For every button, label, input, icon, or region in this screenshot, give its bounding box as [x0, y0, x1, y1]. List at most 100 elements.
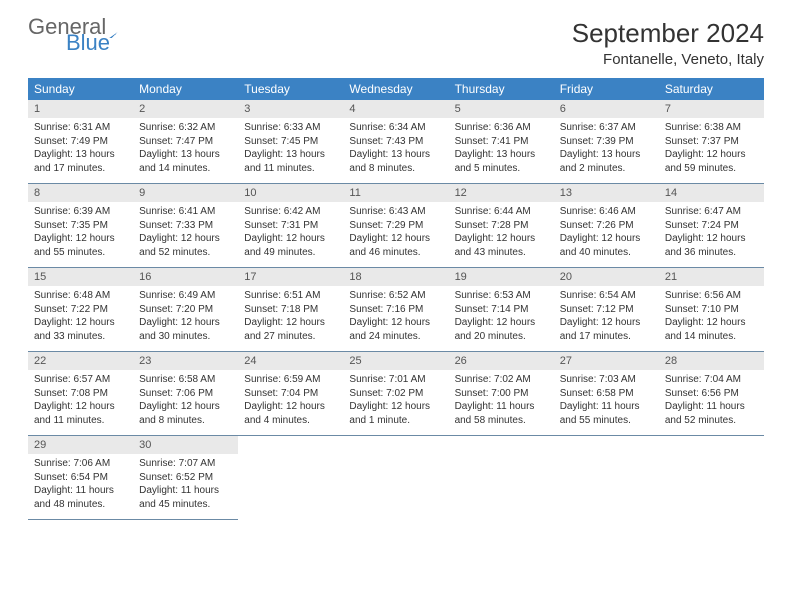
day-details: Sunrise: 6:38 AMSunset: 7:37 PMDaylight:…: [659, 118, 764, 183]
day-details: Sunrise: 6:31 AMSunset: 7:49 PMDaylight:…: [28, 118, 133, 183]
day-details: Sunrise: 6:32 AMSunset: 7:47 PMDaylight:…: [133, 118, 238, 183]
day-details: Sunrise: 6:36 AMSunset: 7:41 PMDaylight:…: [449, 118, 554, 183]
day-number: 3: [238, 100, 343, 118]
calendar-cell: 1Sunrise: 6:31 AMSunset: 7:49 PMDaylight…: [28, 100, 133, 184]
day-details: Sunrise: 6:33 AMSunset: 7:45 PMDaylight:…: [238, 118, 343, 183]
day-details: Sunrise: 7:07 AMSunset: 6:52 PMDaylight:…: [133, 454, 238, 519]
day-details: Sunrise: 6:34 AMSunset: 7:43 PMDaylight:…: [343, 118, 448, 183]
day-details: Sunrise: 7:03 AMSunset: 6:58 PMDaylight:…: [554, 370, 659, 435]
calendar-cell: 12Sunrise: 6:44 AMSunset: 7:28 PMDayligh…: [449, 184, 554, 268]
title-block: September 2024 Fontanelle, Veneto, Italy: [572, 18, 764, 68]
calendar-cell: 23Sunrise: 6:58 AMSunset: 7:06 PMDayligh…: [133, 352, 238, 436]
calendar-cell: 13Sunrise: 6:46 AMSunset: 7:26 PMDayligh…: [554, 184, 659, 268]
day-number: 12: [449, 184, 554, 202]
calendar-cell: 11Sunrise: 6:43 AMSunset: 7:29 PMDayligh…: [343, 184, 448, 268]
location-text: Fontanelle, Veneto, Italy: [572, 51, 764, 68]
weekday-header: Wednesday: [343, 78, 448, 100]
day-number: 28: [659, 352, 764, 370]
day-number: 22: [28, 352, 133, 370]
day-number: 19: [449, 268, 554, 286]
day-number: 17: [238, 268, 343, 286]
calendar-cell: 20Sunrise: 6:54 AMSunset: 7:12 PMDayligh…: [554, 268, 659, 352]
day-number: 13: [554, 184, 659, 202]
day-details: Sunrise: 6:58 AMSunset: 7:06 PMDaylight:…: [133, 370, 238, 435]
calendar-cell: 9Sunrise: 6:41 AMSunset: 7:33 PMDaylight…: [133, 184, 238, 268]
day-details: Sunrise: 6:56 AMSunset: 7:10 PMDaylight:…: [659, 286, 764, 351]
calendar-cell: 22Sunrise: 6:57 AMSunset: 7:08 PMDayligh…: [28, 352, 133, 436]
calendar-cell: 8Sunrise: 6:39 AMSunset: 7:35 PMDaylight…: [28, 184, 133, 268]
day-details: Sunrise: 7:01 AMSunset: 7:02 PMDaylight:…: [343, 370, 448, 435]
calendar-body: 1Sunrise: 6:31 AMSunset: 7:49 PMDaylight…: [28, 100, 764, 520]
day-number: 26: [449, 352, 554, 370]
calendar-cell: 5Sunrise: 6:36 AMSunset: 7:41 PMDaylight…: [449, 100, 554, 184]
day-number: 14: [659, 184, 764, 202]
page-header: General Blue September 2024 Fontanelle, …: [28, 18, 764, 68]
day-number: 24: [238, 352, 343, 370]
calendar-cell-empty: [238, 436, 343, 520]
day-details: Sunrise: 6:46 AMSunset: 7:26 PMDaylight:…: [554, 202, 659, 267]
day-details: Sunrise: 6:53 AMSunset: 7:14 PMDaylight:…: [449, 286, 554, 351]
day-number: 23: [133, 352, 238, 370]
calendar-cell: 4Sunrise: 6:34 AMSunset: 7:43 PMDaylight…: [343, 100, 448, 184]
day-number: 4: [343, 100, 448, 118]
day-number: 8: [28, 184, 133, 202]
calendar-cell: 3Sunrise: 6:33 AMSunset: 7:45 PMDaylight…: [238, 100, 343, 184]
day-number: 18: [343, 268, 448, 286]
brand-triangle-icon: [109, 24, 129, 38]
day-details: Sunrise: 6:44 AMSunset: 7:28 PMDaylight:…: [449, 202, 554, 267]
day-details: Sunrise: 6:43 AMSunset: 7:29 PMDaylight:…: [343, 202, 448, 267]
day-details: Sunrise: 7:02 AMSunset: 7:00 PMDaylight:…: [449, 370, 554, 435]
calendar-cell: 26Sunrise: 7:02 AMSunset: 7:00 PMDayligh…: [449, 352, 554, 436]
day-number: 30: [133, 436, 238, 454]
day-details: Sunrise: 6:57 AMSunset: 7:08 PMDaylight:…: [28, 370, 133, 435]
calendar-cell: 7Sunrise: 6:38 AMSunset: 7:37 PMDaylight…: [659, 100, 764, 184]
day-number: 21: [659, 268, 764, 286]
day-number: 25: [343, 352, 448, 370]
calendar-cell: 15Sunrise: 6:48 AMSunset: 7:22 PMDayligh…: [28, 268, 133, 352]
day-number: 27: [554, 352, 659, 370]
calendar-row: 8Sunrise: 6:39 AMSunset: 7:35 PMDaylight…: [28, 184, 764, 268]
day-number: 16: [133, 268, 238, 286]
calendar-cell: 27Sunrise: 7:03 AMSunset: 6:58 PMDayligh…: [554, 352, 659, 436]
day-number: 10: [238, 184, 343, 202]
weekday-header: Sunday: [28, 78, 133, 100]
calendar-cell: 17Sunrise: 6:51 AMSunset: 7:18 PMDayligh…: [238, 268, 343, 352]
day-details: Sunrise: 6:49 AMSunset: 7:20 PMDaylight:…: [133, 286, 238, 351]
calendar-row: 22Sunrise: 6:57 AMSunset: 7:08 PMDayligh…: [28, 352, 764, 436]
weekday-header: Tuesday: [238, 78, 343, 100]
weekday-header-row: Sunday Monday Tuesday Wednesday Thursday…: [28, 78, 764, 100]
day-number: 5: [449, 100, 554, 118]
calendar-cell-empty: [554, 436, 659, 520]
brand-logo: General Blue: [28, 18, 129, 53]
calendar-cell: 25Sunrise: 7:01 AMSunset: 7:02 PMDayligh…: [343, 352, 448, 436]
day-details: Sunrise: 6:47 AMSunset: 7:24 PMDaylight:…: [659, 202, 764, 267]
calendar-cell: 2Sunrise: 6:32 AMSunset: 7:47 PMDaylight…: [133, 100, 238, 184]
weekday-header: Monday: [133, 78, 238, 100]
day-number: 1: [28, 100, 133, 118]
calendar-cell-empty: [659, 436, 764, 520]
calendar-row: 1Sunrise: 6:31 AMSunset: 7:49 PMDaylight…: [28, 100, 764, 184]
calendar-row: 15Sunrise: 6:48 AMSunset: 7:22 PMDayligh…: [28, 268, 764, 352]
day-details: Sunrise: 7:06 AMSunset: 6:54 PMDaylight:…: [28, 454, 133, 519]
day-number: 15: [28, 268, 133, 286]
calendar-cell: 6Sunrise: 6:37 AMSunset: 7:39 PMDaylight…: [554, 100, 659, 184]
calendar-cell: 19Sunrise: 6:53 AMSunset: 7:14 PMDayligh…: [449, 268, 554, 352]
weekday-header: Thursday: [449, 78, 554, 100]
day-number: 2: [133, 100, 238, 118]
day-details: Sunrise: 6:51 AMSunset: 7:18 PMDaylight:…: [238, 286, 343, 351]
day-number: 6: [554, 100, 659, 118]
calendar-cell: 29Sunrise: 7:06 AMSunset: 6:54 PMDayligh…: [28, 436, 133, 520]
calendar-table: Sunday Monday Tuesday Wednesday Thursday…: [28, 78, 764, 520]
calendar-cell: 10Sunrise: 6:42 AMSunset: 7:31 PMDayligh…: [238, 184, 343, 268]
day-details: Sunrise: 6:52 AMSunset: 7:16 PMDaylight:…: [343, 286, 448, 351]
calendar-cell: 28Sunrise: 7:04 AMSunset: 6:56 PMDayligh…: [659, 352, 764, 436]
calendar-page: General Blue September 2024 Fontanelle, …: [0, 0, 792, 538]
day-number: 20: [554, 268, 659, 286]
calendar-cell: 21Sunrise: 6:56 AMSunset: 7:10 PMDayligh…: [659, 268, 764, 352]
calendar-cell: 24Sunrise: 6:59 AMSunset: 7:04 PMDayligh…: [238, 352, 343, 436]
day-details: Sunrise: 7:04 AMSunset: 6:56 PMDaylight:…: [659, 370, 764, 435]
weekday-header: Friday: [554, 78, 659, 100]
calendar-cell: 14Sunrise: 6:47 AMSunset: 7:24 PMDayligh…: [659, 184, 764, 268]
day-details: Sunrise: 6:39 AMSunset: 7:35 PMDaylight:…: [28, 202, 133, 267]
calendar-cell-empty: [343, 436, 448, 520]
